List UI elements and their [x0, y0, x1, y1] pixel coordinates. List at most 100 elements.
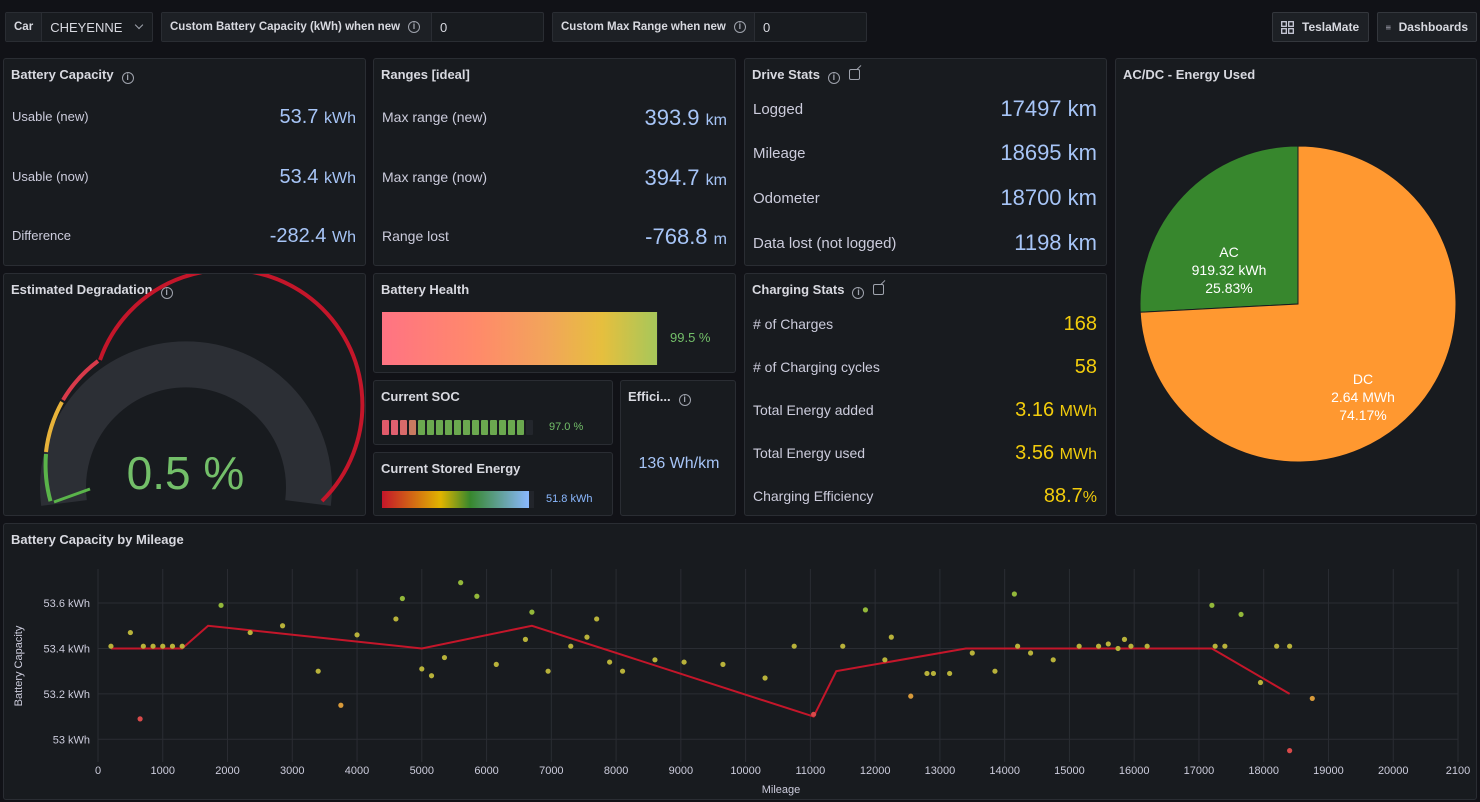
stat-label: Range lost	[382, 228, 449, 244]
data-point[interactable]	[1076, 643, 1082, 649]
data-point[interactable]	[607, 659, 613, 665]
custom-battery-capacity-input[interactable]: 0	[440, 19, 448, 35]
data-point[interactable]	[762, 675, 768, 681]
pie-label-dc-name: DC	[1353, 371, 1373, 387]
data-point[interactable]	[1050, 657, 1056, 663]
data-point[interactable]	[279, 623, 286, 629]
x-tick-label: 1000	[151, 765, 175, 777]
data-point[interactable]	[930, 670, 937, 677]
data-point[interactable]	[1309, 695, 1315, 702]
stat-value: -768.8 m	[645, 224, 727, 249]
data-point[interactable]	[1212, 643, 1218, 649]
data-point[interactable]	[393, 616, 399, 622]
data-point[interactable]	[1027, 650, 1034, 656]
stat-value: 18695 km	[1000, 140, 1097, 165]
custom-battery-capacity-field[interactable]: Custom Battery Capacity (kWh) when new i …	[161, 12, 544, 42]
data-point[interactable]	[1238, 611, 1244, 618]
data-point[interactable]	[545, 668, 551, 674]
data-point[interactable]	[1287, 643, 1293, 649]
x-tick-label: 2100	[1446, 765, 1470, 777]
data-point[interactable]	[399, 595, 405, 602]
data-point[interactable]	[1257, 679, 1264, 686]
data-point[interactable]	[840, 643, 846, 649]
data-point[interactable]	[419, 666, 425, 672]
external-link-icon[interactable]	[873, 284, 885, 295]
data-point[interactable]	[474, 593, 480, 599]
car-select[interactable]: Car CHEYENNE	[5, 12, 153, 42]
data-point[interactable]	[1287, 748, 1293, 754]
data-point[interactable]	[862, 607, 869, 613]
data-point[interactable]	[1128, 643, 1134, 649]
data-point[interactable]	[218, 602, 224, 608]
capacity-by-mileage-panel: Battery Capacity by Mileage 53 kWh 53.2 k…	[3, 523, 1477, 800]
data-point[interactable]	[720, 661, 726, 667]
data-point[interactable]	[791, 643, 797, 649]
data-point[interactable]	[1095, 643, 1102, 649]
data-point[interactable]	[179, 643, 185, 649]
data-point[interactable]	[1222, 643, 1228, 649]
dashboards-button[interactable]: Dashboards	[1377, 12, 1477, 42]
info-icon[interactable]: i	[678, 394, 691, 406]
data-point[interactable]	[127, 629, 133, 636]
data-point[interactable]	[1011, 591, 1017, 597]
data-point[interactable]	[908, 693, 914, 699]
data-point[interactable]	[619, 668, 626, 674]
panel-title: Ranges [ideal]	[381, 67, 470, 82]
data-point[interactable]	[1015, 643, 1021, 649]
info-icon[interactable]: i	[121, 72, 134, 84]
data-point[interactable]	[584, 634, 590, 640]
data-point[interactable]	[924, 670, 930, 677]
data-point[interactable]	[441, 654, 448, 661]
data-point[interactable]	[811, 711, 817, 717]
info-icon[interactable]: i	[827, 72, 840, 84]
data-point[interactable]	[1209, 602, 1215, 608]
data-point[interactable]	[169, 643, 176, 649]
data-point[interactable]	[969, 650, 975, 656]
info-icon[interactable]: i	[160, 287, 173, 299]
stat-value: 53.7 kWh	[279, 106, 357, 128]
data-point[interactable]	[338, 702, 344, 708]
data-point[interactable]	[888, 634, 894, 640]
battery-health-value: 99.5 %	[670, 330, 711, 345]
pie-slice-ac[interactable]	[1139, 145, 1299, 313]
data-point[interactable]	[315, 668, 321, 674]
data-point[interactable]	[150, 643, 156, 649]
data-point[interactable]	[1144, 643, 1150, 649]
data-point[interactable]	[652, 657, 658, 663]
data-point[interactable]	[992, 668, 998, 674]
stat-value: -282.4 Wh	[269, 225, 356, 247]
data-point[interactable]	[882, 657, 888, 663]
data-point[interactable]	[1115, 645, 1121, 652]
data-point[interactable]	[947, 670, 953, 677]
data-point[interactable]	[529, 609, 535, 615]
data-point[interactable]	[1121, 636, 1128, 642]
data-point[interactable]	[493, 661, 499, 667]
data-point[interactable]	[568, 643, 574, 649]
pie-slice-dc[interactable]	[1139, 145, 1457, 463]
data-point[interactable]	[458, 580, 464, 586]
teslamate-button[interactable]: TeslaMate	[1272, 12, 1369, 42]
data-point[interactable]	[160, 643, 166, 649]
gauge-threshold-orange	[61, 359, 100, 402]
stored-energy-bar-fill	[382, 491, 530, 508]
stat-label: Usable (new)	[12, 109, 89, 124]
data-point[interactable]	[137, 716, 143, 722]
data-point[interactable]	[108, 643, 114, 649]
data-point[interactable]	[428, 673, 435, 679]
info-icon[interactable]: i	[852, 287, 865, 299]
external-link-icon[interactable]	[848, 69, 860, 80]
data-point[interactable]	[594, 616, 600, 622]
x-tick-label: 0	[95, 765, 101, 777]
data-point[interactable]	[354, 632, 360, 638]
info-icon[interactable]: i	[733, 21, 746, 33]
data-point[interactable]	[1105, 641, 1111, 647]
car-value: CHEYENNE	[50, 19, 123, 35]
custom-max-range-field[interactable]: Custom Max Range when new i 0	[552, 12, 867, 42]
data-point[interactable]	[140, 643, 146, 649]
data-point[interactable]	[522, 636, 529, 642]
data-point[interactable]	[247, 629, 253, 636]
data-point[interactable]	[681, 659, 687, 665]
data-point[interactable]	[1274, 643, 1280, 649]
info-icon[interactable]: i	[408, 21, 421, 33]
custom-max-range-input[interactable]: 0	[763, 19, 771, 35]
